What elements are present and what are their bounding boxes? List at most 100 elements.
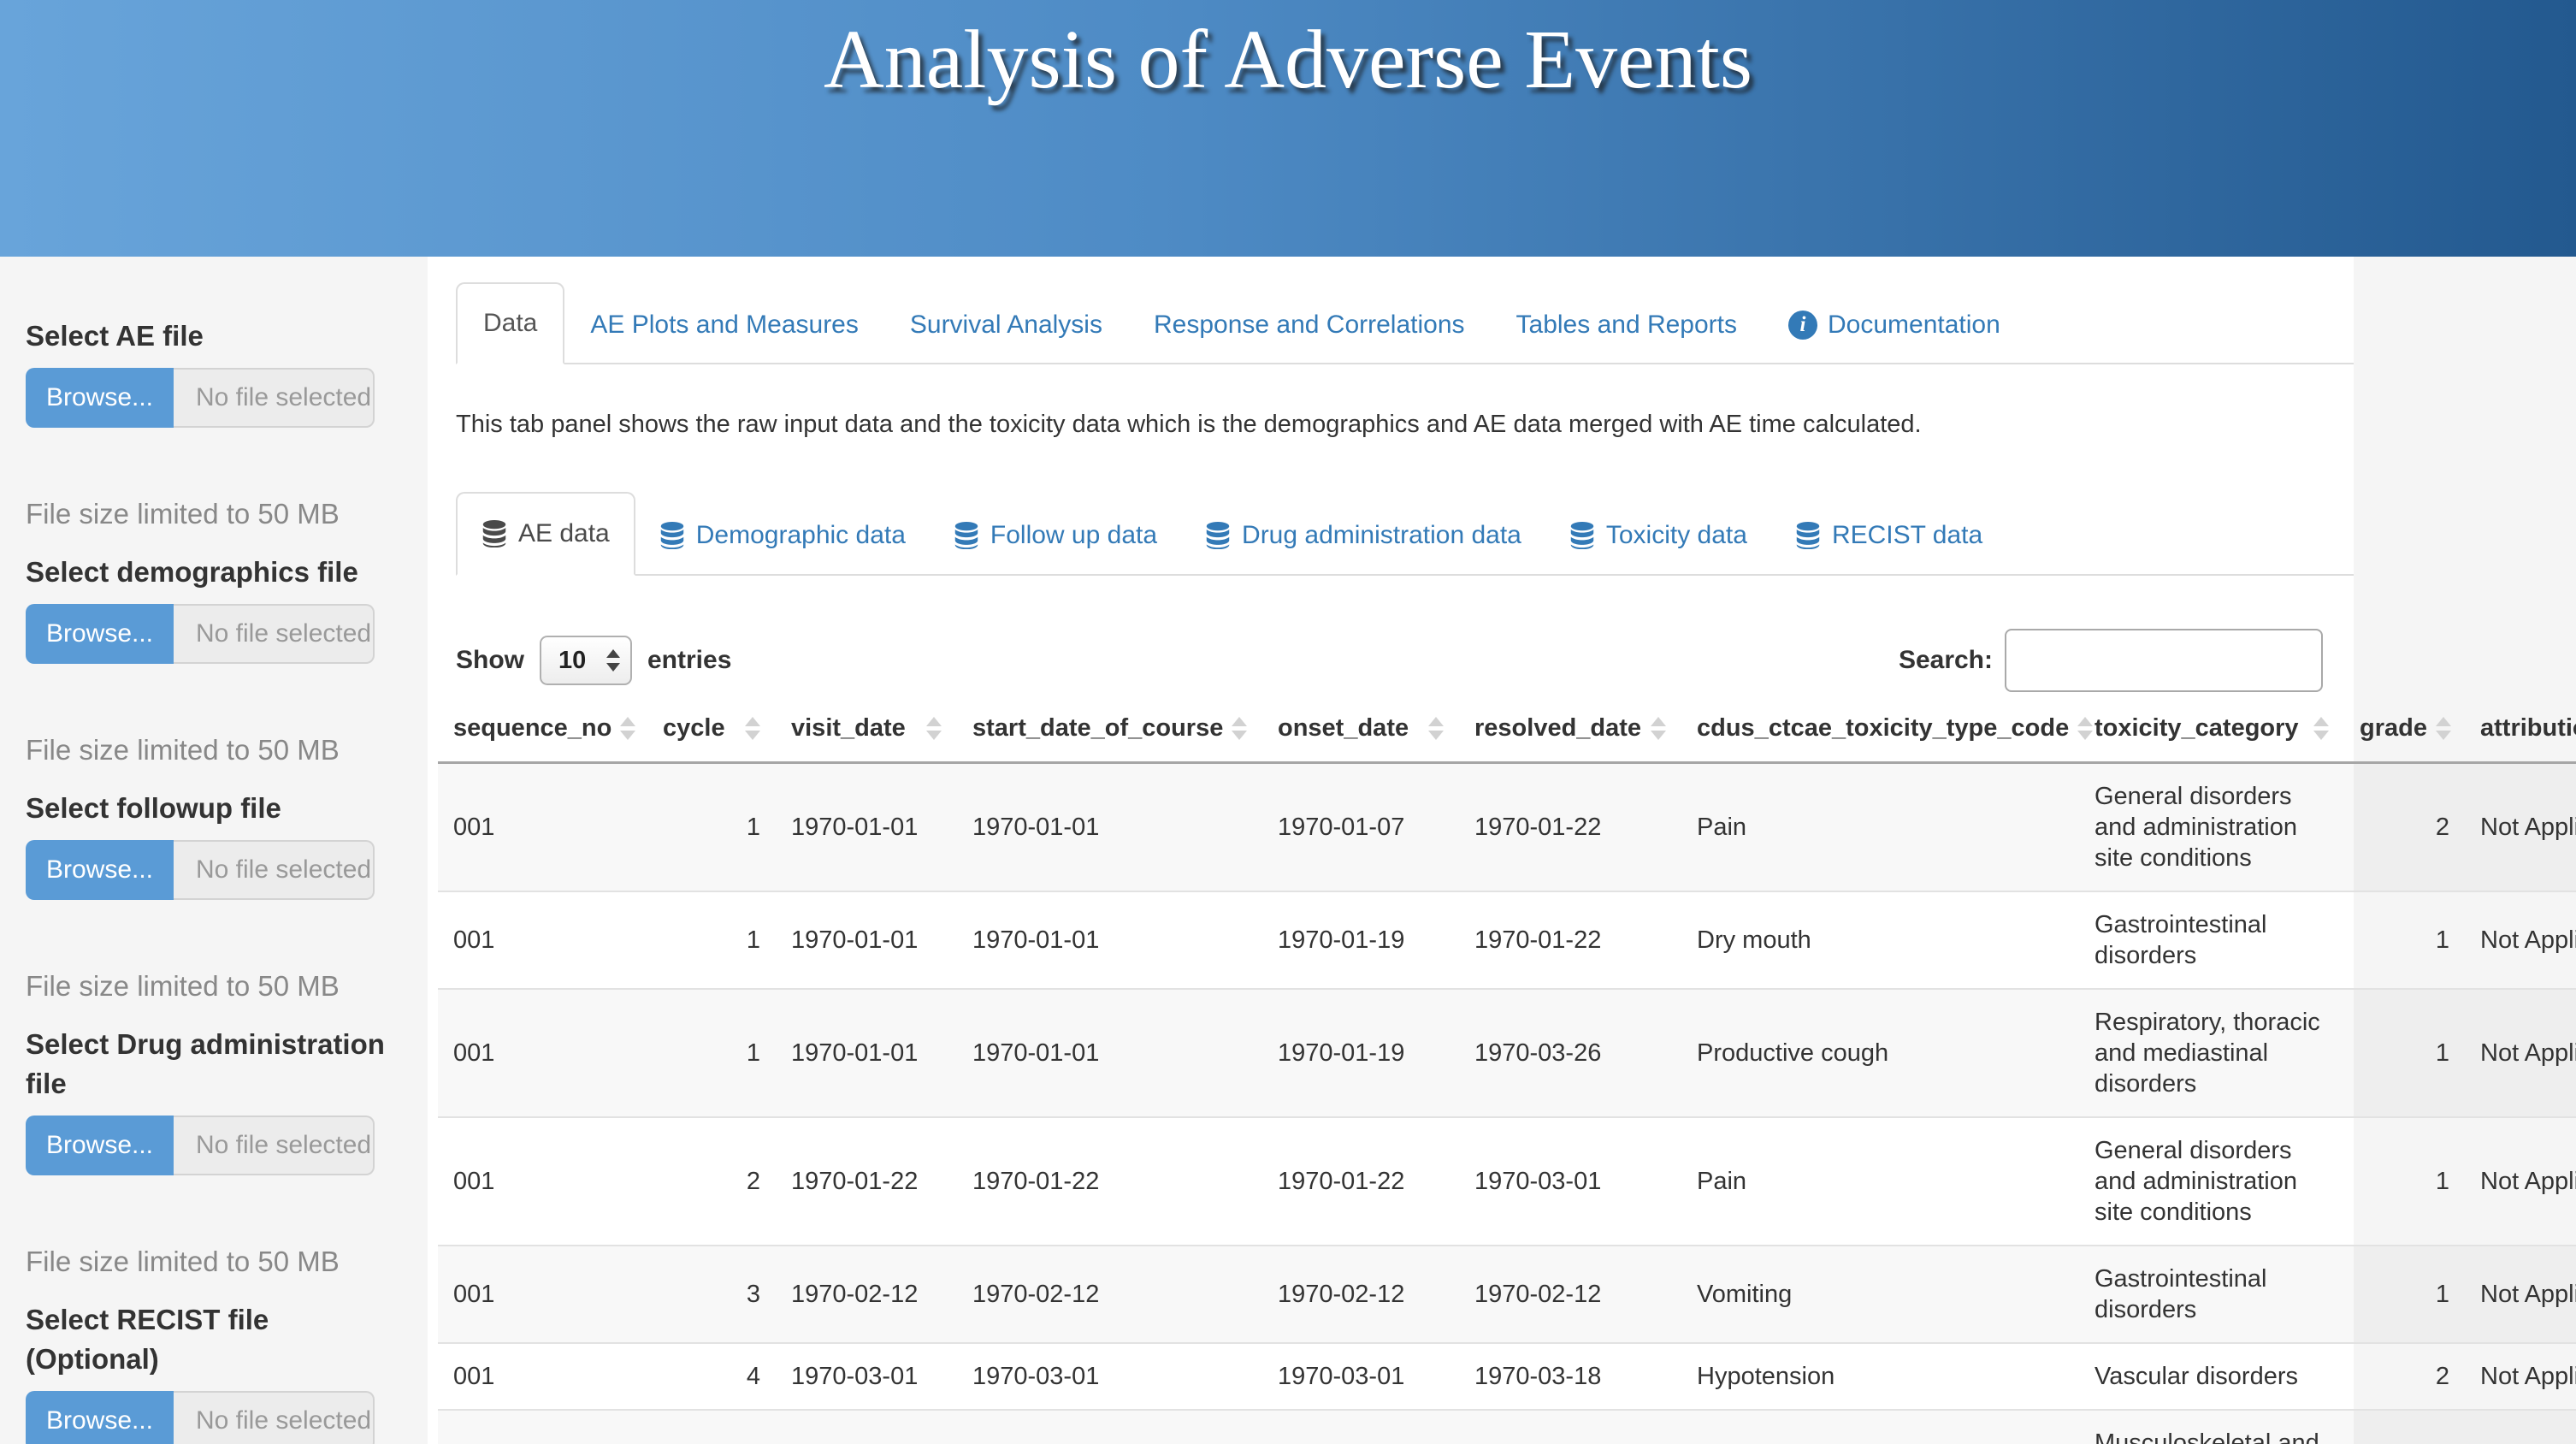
column-header-attribution[interactable]: attribution	[2465, 707, 2576, 764]
database-icon	[659, 522, 685, 549]
cell-start-date-of-course: 1970-01-22	[957, 1116, 1262, 1246]
browse-button[interactable]: Browse...	[26, 840, 174, 900]
subtab-drug-administration-data[interactable]: Drug administration data	[1181, 495, 1545, 576]
entries-label: entries	[647, 646, 732, 674]
cell-sequence-no: 001	[438, 1342, 647, 1410]
browse-button[interactable]: Browse...	[26, 1116, 174, 1175]
subtab-label: Toxicity data	[1605, 521, 1747, 549]
cell-onset-date: 1970-01-19	[1262, 988, 1459, 1117]
column-header-label: sequence_no	[453, 714, 612, 742]
cell-visit-date: 1970-03-01	[776, 1342, 957, 1410]
table-row: 001 1 1970-01-01 1970-01-01 1970-01-19 1970-0…	[438, 891, 2576, 989]
cell-toxicity-category: Gastrointestinal disorders	[2079, 1245, 2344, 1343]
tab-tables-and-reports[interactable]: Tables and Reports	[1491, 286, 1764, 364]
subtab-follow-up-data[interactable]: Follow up data	[930, 495, 1181, 576]
column-header-resolved-date[interactable]: resolved_date	[1459, 707, 1681, 764]
column-header-label: grade	[2360, 714, 2427, 742]
cell-cycle: 1	[647, 891, 776, 989]
sort-icon	[745, 717, 760, 740]
sidebar: Select AE file Browse... No file selected F…	[0, 257, 428, 1444]
cell-resolved-date: 1970-03-26	[1459, 988, 1681, 1117]
database-icon	[1795, 522, 1821, 549]
file-size-note: File size limited to 50 MB	[26, 1246, 340, 1277]
column-header-cdus-ctcae-toxicity-type-code[interactable]: cdus_ctcae_toxicity_type_code	[1681, 707, 2094, 764]
page-title: Analysis of Adverse Events	[824, 14, 1752, 106]
column-header-cycle[interactable]: cycle	[647, 707, 776, 764]
file-input-select-demographics-file: Browse... No file selected	[26, 604, 375, 664]
tab-response-and-correlations[interactable]: Response and Correlations	[1128, 286, 1491, 364]
cell-attribution: Not Applicable	[2465, 891, 2576, 989]
cell-visit-date: 1970-02-12	[776, 1245, 957, 1343]
subtab-label: Drug administration data	[1242, 521, 1521, 549]
file-size-note: File size limited to 50 MB	[26, 498, 340, 530]
cell-resolved-date: 1970-01-22	[1459, 891, 1681, 989]
file-input-group-select-recist-file-optional: Select RECIST file (Optional) Browse... No…	[26, 1300, 402, 1444]
browse-button[interactable]: Browse...	[26, 1391, 174, 1444]
subtab-toxicity-data[interactable]: Toxicity data	[1545, 495, 1771, 576]
database-icon	[954, 522, 979, 549]
tab-label: Response and Correlations	[1153, 311, 1465, 339]
sort-icon	[2435, 717, 2451, 740]
tab-ae-plots-and-measures[interactable]: AE Plots and Measures	[564, 286, 884, 364]
file-input-label: Select followup file	[26, 792, 281, 824]
cell-start-date-of-course: 1970-01-01	[957, 988, 1262, 1117]
cell-cdus-ctcae-toxicity-type-code	[1681, 1409, 2079, 1444]
cell-visit-date: 1970-01-01	[776, 988, 957, 1117]
database-icon	[482, 520, 507, 547]
table-row: 001 1 1970-01-01 1970-01-01 1970-01-19 1970-0…	[438, 988, 2576, 1117]
cell-attribution	[2465, 1409, 2576, 1444]
file-input-group-select-ae-file: Select AE file Browse... No file selected F…	[26, 317, 402, 530]
cell-start-date-of-course: 1970-03-01	[957, 1342, 1262, 1410]
browse-button[interactable]: Browse...	[26, 604, 174, 664]
cell-onset-date: 1970-03-01	[1262, 1342, 1459, 1410]
subtab-recist-data[interactable]: RECIST data	[1771, 495, 2006, 576]
sort-icon	[2077, 717, 2094, 740]
column-header-label: start_date_of_course	[972, 714, 1224, 742]
subtab-ae-data[interactable]: AE data	[456, 492, 635, 576]
search-input[interactable]	[2005, 629, 2323, 692]
sort-icon	[2313, 717, 2329, 740]
tab-data[interactable]: Data	[456, 282, 565, 364]
cell-cdus-ctcae-toxicity-type-code: Dry mouth	[1681, 891, 2079, 989]
cell-cdus-ctcae-toxicity-type-code: Pain	[1681, 1116, 2079, 1246]
cell-grade: 1	[2344, 891, 2465, 989]
cell-toxicity-category: General disorders and administration sit…	[2079, 1116, 2344, 1246]
tab-survival-analysis[interactable]: Survival Analysis	[884, 286, 1128, 364]
column-header-label: resolved_date	[1474, 714, 1642, 742]
column-header-start-date-of-course[interactable]: start_date_of_course	[957, 707, 1262, 764]
file-selected-value: No file selected	[174, 1116, 375, 1175]
file-selected-value: No file selected	[174, 368, 375, 428]
file-input-select-ae-file: Browse... No file selected	[26, 368, 375, 428]
info-icon: i	[1788, 311, 1818, 340]
table-controls: Show 10 entries Search:	[456, 629, 2323, 692]
tab-documentation[interactable]: i Documentation	[1763, 286, 2026, 364]
subtab-demographic-data[interactable]: Demographic data	[635, 495, 930, 576]
column-header-toxicity-category[interactable]: toxicity_category	[2079, 707, 2344, 764]
column-header-visit-date[interactable]: visit_date	[776, 707, 957, 764]
cell-attribution: Not Applicable	[2465, 988, 2576, 1117]
cell-cdus-ctcae-toxicity-type-code: Productive cough	[1681, 988, 2079, 1117]
column-header-sequence-no[interactable]: sequence_no	[438, 707, 647, 764]
cell-toxicity-category: Musculoskeletal and	[2079, 1409, 2344, 1444]
cell-grade: 2	[2435, 814, 2449, 841]
page-length-select[interactable]: 10	[540, 636, 632, 685]
cell-onset-date: 1970-02-12	[1262, 1245, 1459, 1343]
app-header: Analysis of Adverse Events	[0, 0, 2576, 257]
sort-icon	[620, 717, 636, 740]
table-row: 001 4 1970-03-01 1970-03-01 1970-03-01 1970-0…	[438, 1342, 2576, 1410]
cell-sequence-no: 001	[453, 814, 495, 841]
cell-cycle: 3	[647, 1245, 776, 1343]
file-size-note: File size limited to 50 MB	[26, 970, 340, 1002]
column-header-onset-date[interactable]: onset_date	[1262, 707, 1459, 764]
subtab-label: Demographic data	[695, 521, 906, 549]
cell-toxicity-category: General disorders and administration sit…	[2094, 783, 2297, 872]
data-subtabbar: AE data Demographic data Follow up data Dru…	[456, 492, 2354, 576]
column-header-grade[interactable]: grade	[2344, 707, 2465, 764]
cell-resolved-date: 1970-03-01	[1459, 1116, 1681, 1246]
cell-sequence-no: 001	[438, 1116, 647, 1246]
browse-button[interactable]: Browse...	[26, 368, 174, 428]
cell-visit-date: 1970-01-01	[791, 814, 919, 841]
cell-resolved-date: 1970-02-12	[1459, 1245, 1681, 1343]
cell-grade: 2	[2344, 1342, 2465, 1410]
